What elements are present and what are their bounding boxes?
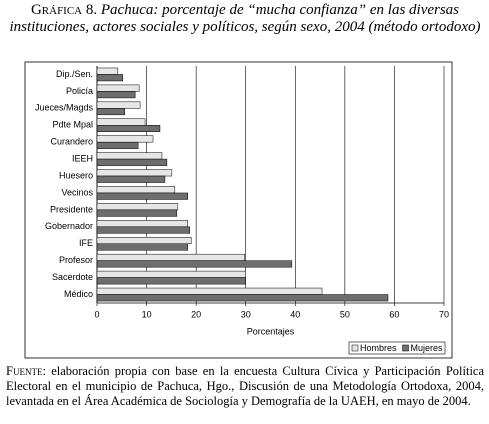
y-tick-label: Gobernador — [45, 221, 93, 231]
bar — [96, 192, 188, 200]
bar — [96, 91, 136, 99]
x-tick-label: 50 — [340, 309, 350, 319]
bar — [96, 169, 173, 177]
source-text: elaboración propia con base en la encues… — [6, 364, 485, 408]
legend-swatch — [402, 344, 409, 352]
bar — [96, 74, 124, 82]
x-axis-label: Porcentajes — [247, 326, 295, 336]
bar — [96, 67, 119, 75]
bar — [96, 220, 188, 228]
x-tick-label: 40 — [290, 309, 300, 319]
legend-label: Mujeres — [411, 343, 444, 353]
bar — [96, 186, 176, 194]
y-tick-label: Curandero — [50, 137, 93, 147]
bar — [96, 270, 246, 278]
bar — [96, 243, 188, 251]
legend-label: Hombres — [360, 343, 397, 353]
bar — [96, 118, 146, 126]
bar — [96, 277, 246, 285]
legend-box — [348, 341, 446, 355]
x-tick-label: 60 — [389, 309, 399, 319]
legend-swatch — [351, 344, 359, 352]
bar — [96, 108, 126, 116]
bar — [96, 203, 179, 211]
y-tick-label: Profesor — [59, 255, 93, 265]
source-label: Fuente: — [6, 364, 46, 378]
x-tick-label: 30 — [241, 309, 251, 319]
bar — [96, 237, 192, 244]
bar — [96, 294, 389, 302]
y-tick-label: Vecinos — [61, 187, 93, 197]
figure-label: Gráfica 8. — [30, 2, 98, 18]
y-tick-label: Policía — [66, 86, 93, 96]
y-tick-label: Médico — [64, 289, 93, 299]
bar — [96, 209, 178, 217]
bar — [96, 125, 161, 132]
y-tick-label: IFE — [79, 238, 93, 248]
figure-title: Gráfica 8. Pachuca: porcentaje de “mucha… — [8, 2, 482, 36]
y-tick-label: Sacerdote — [52, 272, 93, 282]
y-tick-label: IEEH — [72, 153, 93, 163]
bar — [96, 175, 166, 183]
y-tick-label: Presidente — [50, 204, 93, 214]
y-tick-label: Dip./Sen. — [56, 69, 93, 79]
bar — [96, 158, 168, 166]
bar — [96, 141, 139, 149]
bar — [96, 135, 154, 143]
x-tick-label: 20 — [191, 309, 201, 319]
chart-title: Pachuca: porcentaje de “mucha confianza”… — [9, 2, 481, 35]
chart: 0 10 20 30 40 50 60 70 Porcentajes Dip./Sen. Polic… — [24, 61, 453, 359]
bar — [96, 260, 293, 268]
bar — [96, 287, 323, 295]
x-tick-label: 0 — [94, 309, 99, 319]
chart-frame — [24, 61, 453, 359]
bar — [96, 152, 163, 160]
x-tick-label: 70 — [439, 309, 449, 319]
bar — [96, 101, 141, 109]
x-tick-label: 10 — [142, 309, 152, 319]
source-note: Fuente: elaboración propia con base en l… — [6, 364, 484, 409]
bar — [96, 84, 140, 92]
y-tick-label: Huesero — [59, 170, 93, 180]
y-tick-label: Jueces/Magds — [35, 103, 94, 113]
bar — [96, 253, 245, 261]
bar — [96, 226, 190, 234]
y-tick-label: Pdte Mpal — [52, 120, 93, 130]
